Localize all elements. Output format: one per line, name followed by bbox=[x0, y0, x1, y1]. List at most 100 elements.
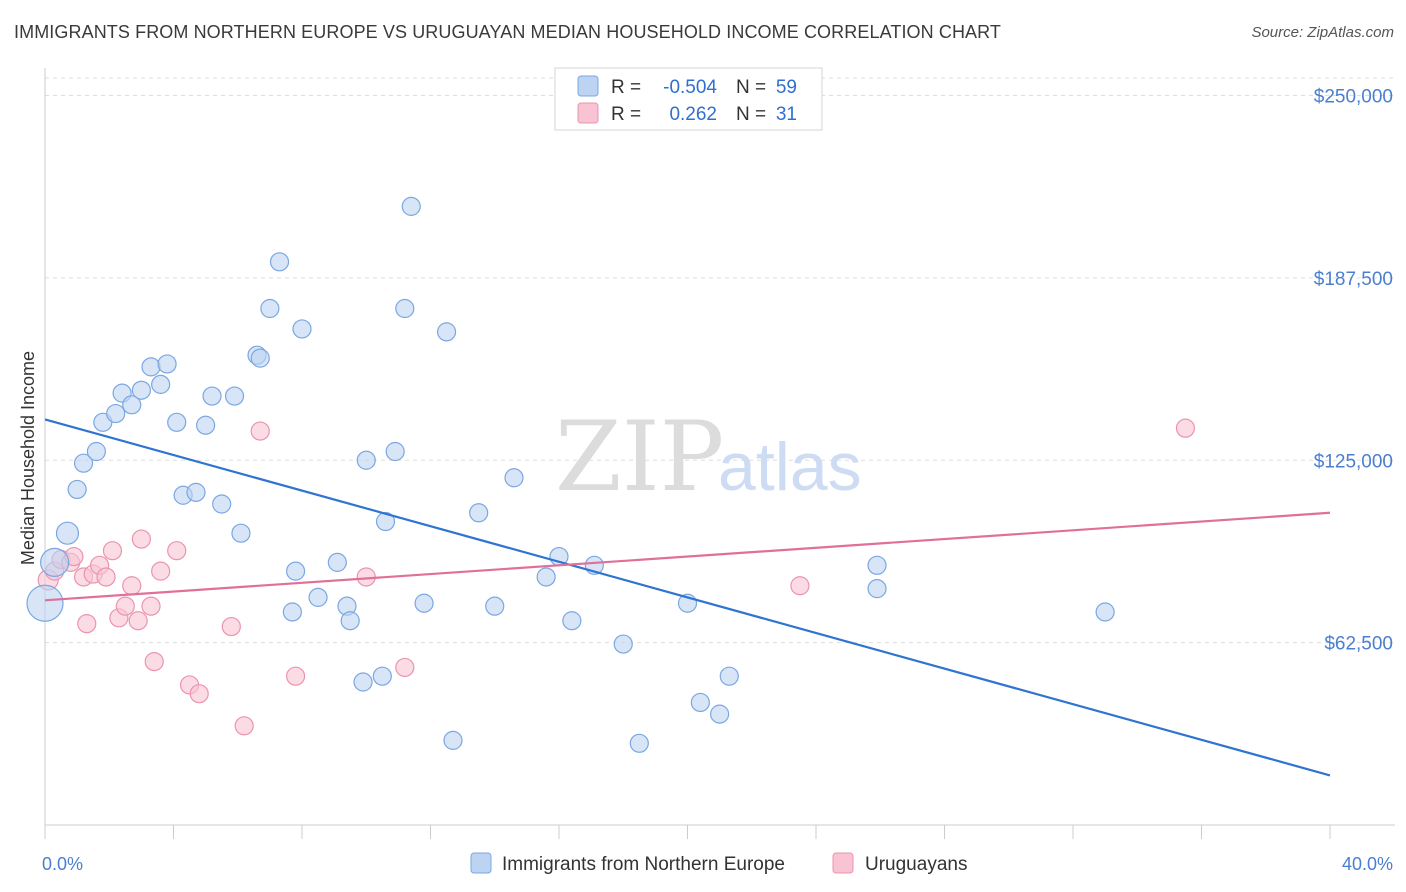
x-tick-labels: 0.0% 40.0% bbox=[42, 854, 1393, 874]
watermark: ZIP atlas bbox=[555, 401, 862, 513]
x-tick-label-max: 40.0% bbox=[1342, 854, 1393, 874]
point-northern-europe bbox=[196, 415, 216, 435]
point-uruguayans bbox=[96, 567, 116, 587]
legend-swatch-pink bbox=[577, 102, 599, 124]
point-northern-europe bbox=[26, 584, 64, 622]
point-northern-europe bbox=[212, 494, 232, 514]
point-northern-europe bbox=[504, 468, 524, 488]
point-northern-europe bbox=[269, 252, 290, 272]
point-northern-europe bbox=[260, 298, 280, 319]
point-northern-europe bbox=[401, 196, 421, 216]
point-northern-europe bbox=[395, 298, 415, 319]
point-northern-europe bbox=[613, 634, 633, 654]
legend-n-label-pink: N = bbox=[736, 104, 766, 125]
point-northern-europe bbox=[67, 479, 87, 500]
point-northern-europe bbox=[327, 552, 347, 572]
y-axis-label: Median Household Income bbox=[18, 351, 38, 565]
point-northern-europe bbox=[485, 596, 505, 616]
trend-lines bbox=[44, 418, 1331, 777]
trend-line-northern-europe bbox=[44, 418, 1331, 777]
point-northern-europe bbox=[719, 666, 739, 686]
point-uruguayans bbox=[250, 421, 270, 441]
point-uruguayans bbox=[285, 666, 306, 686]
point-northern-europe bbox=[414, 593, 434, 613]
x-tick-label-min: 0.0% bbox=[42, 854, 83, 874]
point-northern-europe bbox=[141, 357, 161, 377]
point-northern-europe bbox=[629, 733, 649, 753]
point-uruguayans bbox=[131, 529, 151, 549]
point-uruguayans bbox=[1175, 418, 1196, 438]
legend-n-value-blue: 59 bbox=[776, 77, 797, 98]
point-northern-europe bbox=[340, 611, 360, 631]
legend: R = -0.504 N = 59 R = 0.262 N = 31 bbox=[554, 67, 823, 131]
y-tick-labels: $62,500 $125,000 $187,500 $250,000 bbox=[1314, 87, 1393, 655]
point-northern-europe bbox=[385, 441, 405, 462]
point-northern-europe bbox=[353, 672, 373, 692]
point-uruguayans bbox=[128, 611, 148, 631]
bottom-legend-label-pink: Uruguayans bbox=[865, 854, 967, 875]
point-northern-europe bbox=[167, 412, 187, 432]
chart-title: IMMIGRANTS FROM NORTHERN EUROPE VS URUGU… bbox=[14, 22, 1002, 42]
point-northern-europe bbox=[690, 692, 710, 713]
point-northern-europe bbox=[867, 555, 887, 575]
point-northern-europe bbox=[122, 395, 142, 415]
point-northern-europe bbox=[536, 567, 556, 587]
bottom-legend-swatch-pink bbox=[832, 852, 854, 874]
y-tick-label: $62,500 bbox=[1324, 634, 1393, 655]
point-northern-europe bbox=[231, 523, 251, 543]
point-uruguayans bbox=[144, 651, 164, 672]
legend-n-value-pink: 31 bbox=[776, 104, 797, 125]
point-northern-europe bbox=[40, 547, 70, 577]
source-label: Source: ZipAtlas.com bbox=[1251, 24, 1394, 41]
point-northern-europe bbox=[308, 587, 328, 607]
point-northern-europe bbox=[106, 403, 126, 424]
point-northern-europe bbox=[250, 348, 270, 368]
point-northern-europe bbox=[131, 380, 151, 400]
y-tick-label: $187,500 bbox=[1314, 269, 1393, 290]
bottom-legend-label-blue: Immigrants from Northern Europe bbox=[502, 854, 785, 875]
legend-swatch-blue bbox=[577, 75, 599, 97]
point-northern-europe bbox=[224, 386, 245, 406]
point-uruguayans bbox=[115, 596, 135, 616]
point-northern-europe bbox=[867, 579, 887, 599]
point-uruguayans bbox=[77, 614, 97, 634]
gridlines bbox=[45, 77, 1395, 644]
point-northern-europe bbox=[73, 453, 94, 473]
point-northern-europe bbox=[202, 386, 222, 406]
legend-box bbox=[554, 67, 823, 131]
point-uruguayans bbox=[122, 576, 142, 596]
legend-r-value-blue: -0.504 bbox=[663, 77, 717, 98]
point-northern-europe bbox=[285, 561, 306, 581]
point-northern-europe bbox=[710, 704, 730, 724]
point-northern-europe bbox=[562, 611, 582, 631]
bottom-legend: Immigrants from Northern Europe Uruguaya… bbox=[470, 852, 967, 875]
watermark-atlas: atlas bbox=[718, 429, 862, 505]
point-northern-europe bbox=[292, 319, 312, 339]
point-northern-europe bbox=[186, 482, 206, 502]
bottom-legend-swatch-blue bbox=[470, 852, 492, 874]
legend-n-label-blue: N = bbox=[736, 77, 766, 98]
legend-r-value-pink: 0.262 bbox=[669, 104, 717, 125]
point-uruguayans bbox=[167, 541, 187, 561]
point-northern-europe bbox=[375, 511, 396, 532]
legend-r-label-pink: R = bbox=[611, 104, 641, 125]
point-northern-europe bbox=[55, 521, 80, 545]
point-northern-europe bbox=[356, 450, 376, 470]
point-northern-europe bbox=[1095, 602, 1115, 622]
axes bbox=[44, 68, 1395, 839]
trend-line-uruguayans bbox=[44, 511, 1331, 602]
point-uruguayans bbox=[395, 657, 415, 678]
point-northern-europe bbox=[372, 666, 392, 686]
point-uruguayans bbox=[141, 596, 161, 616]
point-northern-europe bbox=[436, 322, 457, 342]
point-northern-europe bbox=[151, 374, 171, 394]
point-uruguayans bbox=[221, 616, 241, 637]
y-tick-label: $125,000 bbox=[1314, 451, 1393, 472]
point-uruguayans bbox=[189, 684, 209, 704]
watermark-zip: ZIP bbox=[555, 401, 724, 513]
point-northern-europe bbox=[443, 730, 463, 750]
y-tick-label: $250,000 bbox=[1314, 87, 1393, 108]
point-northern-europe bbox=[86, 441, 107, 462]
data-points bbox=[26, 196, 1196, 753]
